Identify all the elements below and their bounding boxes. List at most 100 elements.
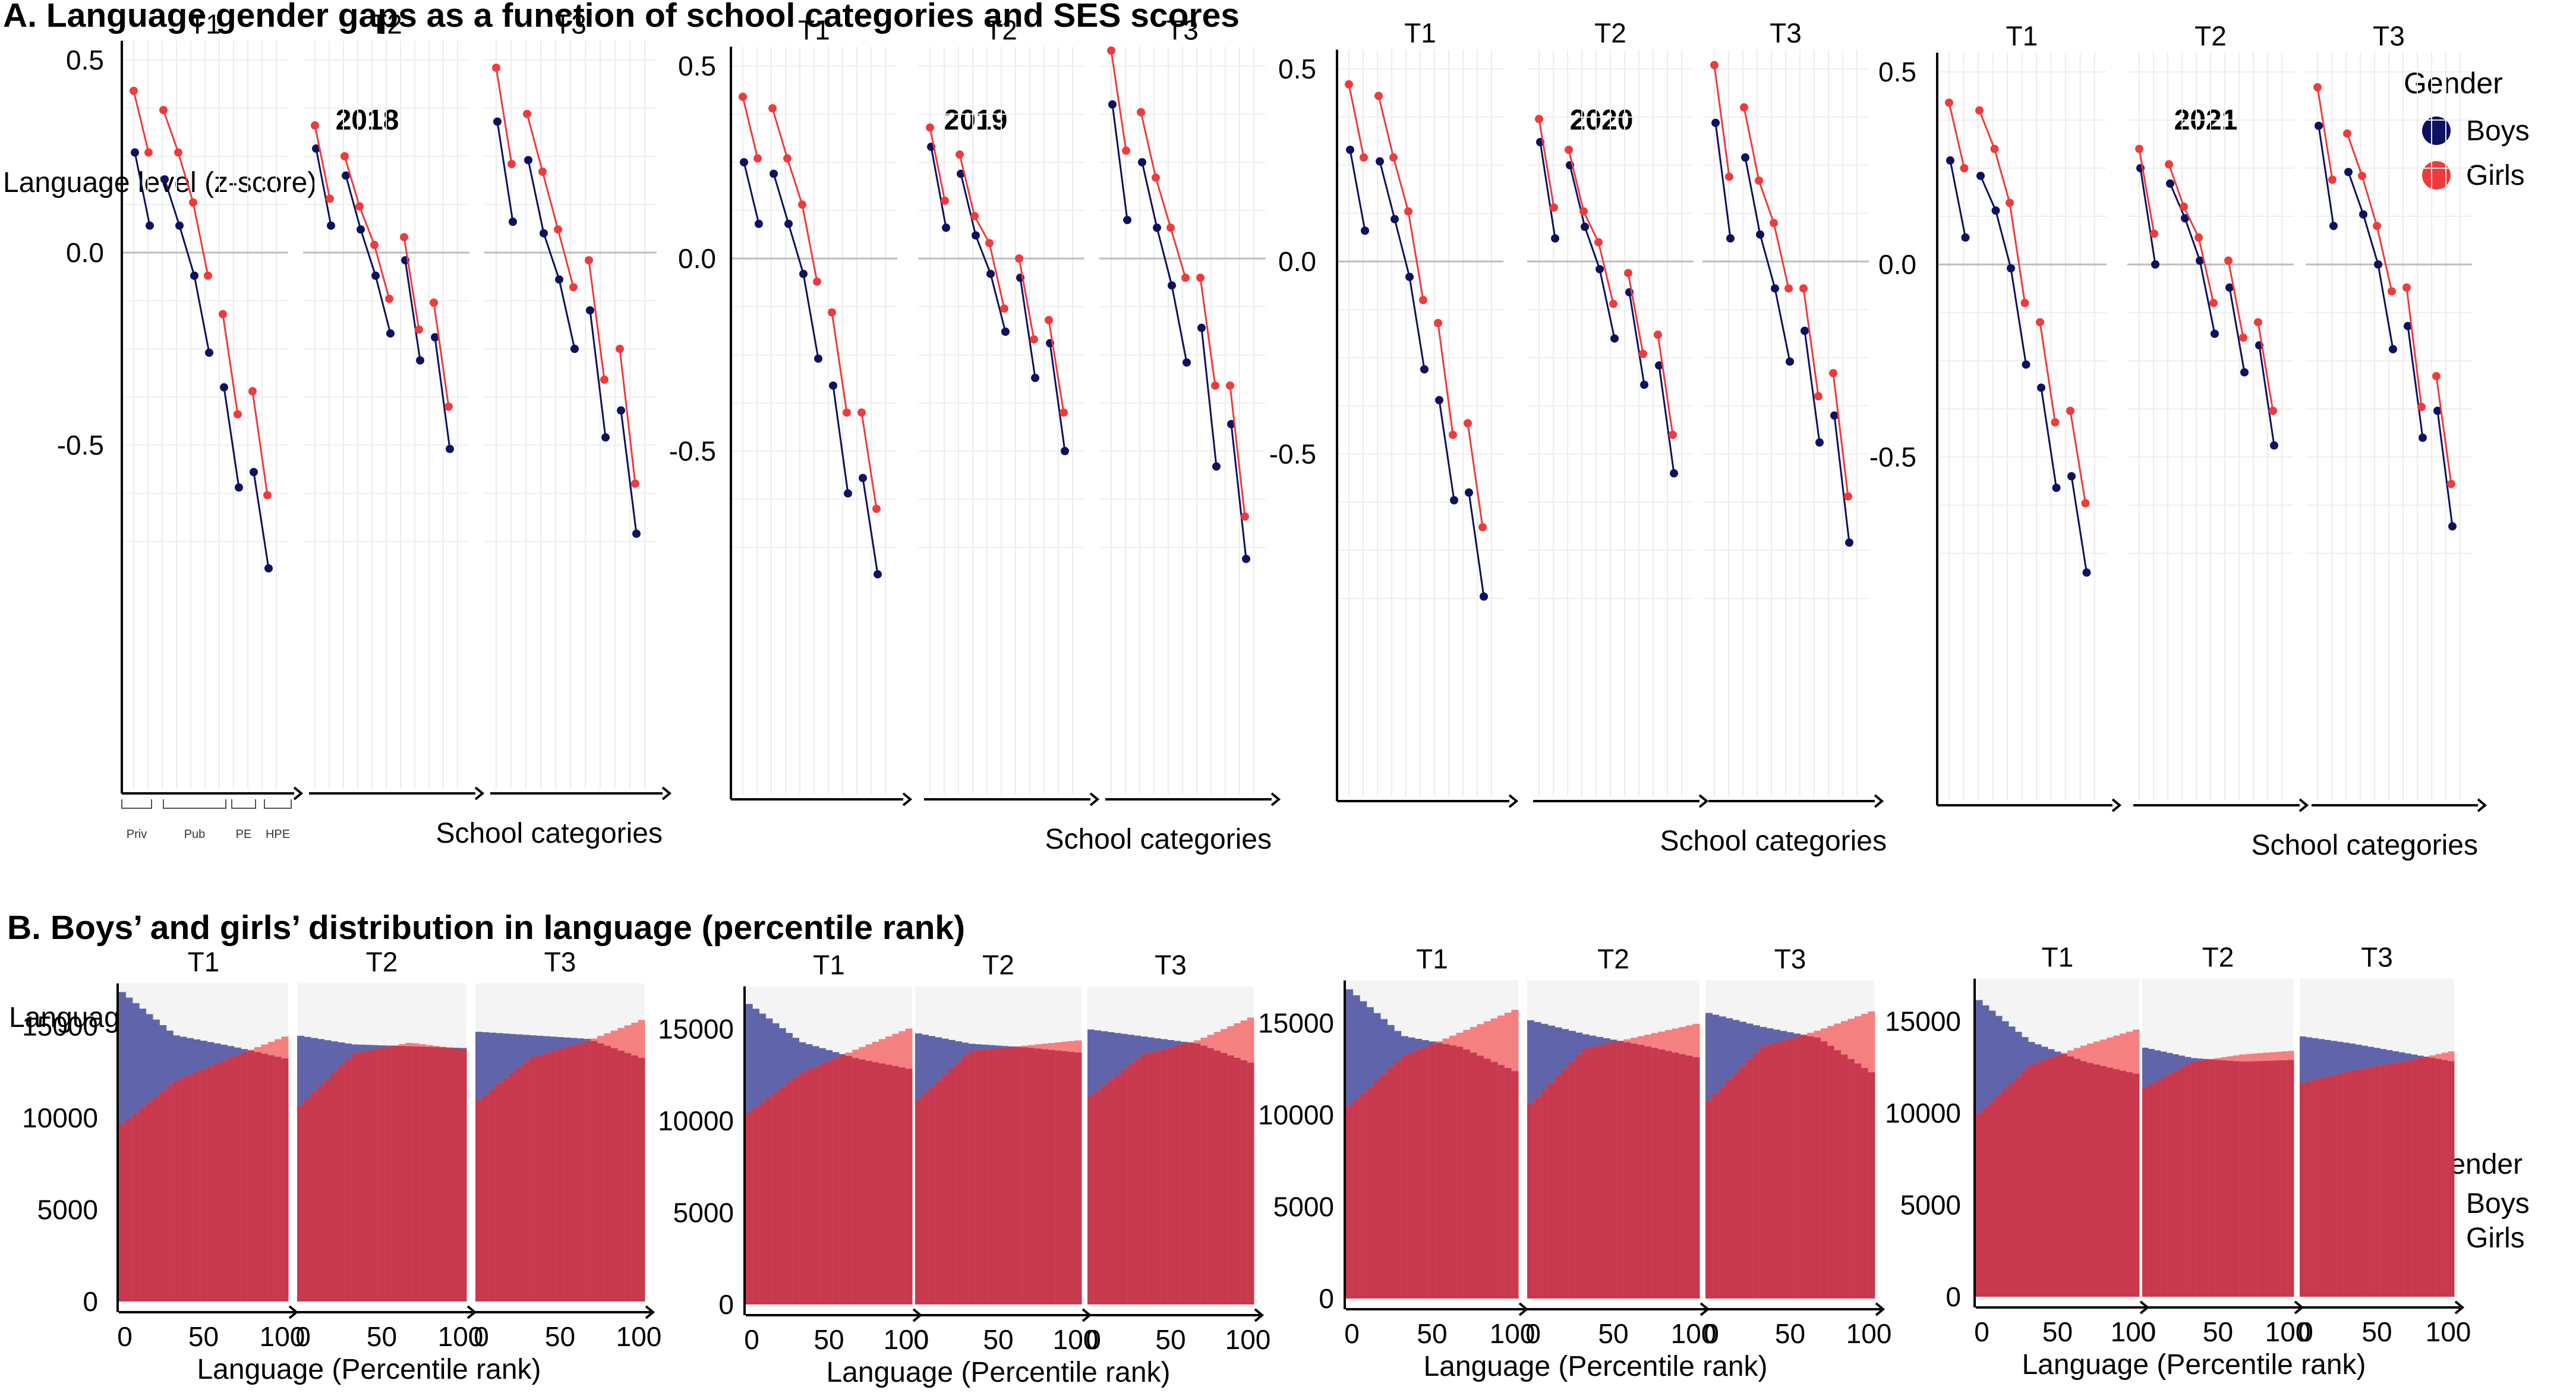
data-point-girls <box>1419 295 1427 304</box>
series-line-girls <box>2227 260 2244 338</box>
histogram-bar-overlap <box>982 1050 989 1304</box>
facet-T2: T2 <box>1527 18 1709 808</box>
histogram-bar-overlap <box>2448 1061 2455 1297</box>
histogram-bar-overlap <box>522 1061 530 1302</box>
histogram-bar-overlap <box>453 1048 461 1302</box>
y-tick-label: 5000 <box>37 1195 98 1225</box>
histogram-bar-overlap <box>1490 1061 1498 1299</box>
series-line-boys <box>1049 343 1066 452</box>
histogram-bar-overlap <box>2080 1061 2088 1297</box>
histogram-bar-overlap <box>1200 1045 1208 1304</box>
histogram-bar-overlap <box>1449 1045 1457 1299</box>
x-axis-label: Language (Percentile rank) <box>1423 1351 1767 1382</box>
histogram-bar-overlap <box>1121 1069 1128 1304</box>
chart-title: 2019 <box>944 105 1008 136</box>
y-tick-label: -0.5 <box>57 430 104 461</box>
histogram-bar-overlap <box>2373 1066 2380 1297</box>
data-point-boys <box>2196 256 2204 265</box>
data-point-girls <box>1166 223 1175 232</box>
histogram-bar-overlap <box>365 1051 372 1302</box>
data-point-girls <box>2373 222 2381 231</box>
histogram-bar-overlap <box>1394 1061 1402 1299</box>
line-chart-2018: 2018 0.5 0.0 -0.5 T1 T2 T3 School categories Pri… <box>57 9 672 849</box>
data-point-boys <box>1465 488 1473 497</box>
histogram-bar-overlap <box>928 1087 936 1304</box>
data-point-girls <box>340 152 349 160</box>
data-point-boys <box>1596 264 1604 273</box>
data-point-boys <box>1815 438 1824 447</box>
histogram-bar-overlap <box>119 1124 126 1302</box>
data-point-girls <box>1669 430 1677 439</box>
data-point-girls <box>1755 176 1763 185</box>
series-line-boys <box>1949 160 1966 238</box>
data-point-girls <box>159 106 168 115</box>
x-tick-label: 100 <box>1225 1324 1271 1355</box>
x-tick-label: 0 <box>1525 1318 1541 1349</box>
histogram-bar-overlap <box>2233 1061 2240 1297</box>
histogram-bar-overlap <box>792 1077 800 1304</box>
facet-T3: T3 0 50 100 <box>1086 950 1270 1355</box>
histogram-bar-overlap <box>516 1067 524 1302</box>
histogram-bar-overlap <box>2209 1059 2215 1297</box>
histogram-bar-overlap <box>509 1073 516 1302</box>
histogram-bar-overlap <box>885 1064 893 1304</box>
data-point-boys <box>1786 357 1794 366</box>
x-tick-label: 0 <box>2298 1316 2313 1347</box>
x-tick-label: 50 <box>1598 1318 1628 1349</box>
histogram-bar-overlap <box>2251 1061 2258 1297</box>
data-point-boys <box>2082 568 2091 577</box>
data-point-boys <box>617 406 625 415</box>
data-point-girls <box>1478 523 1487 532</box>
histogram-bar-overlap <box>1807 1036 1814 1299</box>
series-line-girls <box>2069 410 2086 504</box>
data-point-boys <box>2225 283 2234 292</box>
x-tick-label: 0 <box>117 1321 133 1352</box>
data-point-boys <box>312 144 320 153</box>
histogram-bar-overlap <box>2160 1077 2167 1297</box>
data-point-boys <box>2022 360 2030 369</box>
histogram-bar-overlap <box>399 1046 406 1302</box>
data-point-boys <box>416 356 424 365</box>
data-point-girls <box>1434 319 1442 327</box>
data-point-girls <box>144 148 153 157</box>
data-point-boys <box>1361 226 1369 235</box>
facet-T2: T2 0 50 100 <box>1525 944 1716 1349</box>
histogram-bar-overlap <box>1982 1107 1989 1297</box>
facet-T1: T1 <box>1937 21 2122 812</box>
series-line-boys <box>743 162 760 225</box>
histogram-bar-overlap <box>1140 1054 1148 1304</box>
series-line-boys <box>2228 287 2246 373</box>
series-line-girls <box>1832 373 1849 497</box>
facet-label: T2 <box>366 947 398 978</box>
histogram-bar-overlap <box>563 1047 571 1302</box>
series-line-boys <box>253 472 270 569</box>
facet-T3: T3 0 50 100 <box>1704 944 1891 1349</box>
histogram-bar-overlap <box>1766 1044 1774 1299</box>
histogram-bar-overlap <box>1834 1050 1842 1299</box>
x-tick-label: 0 <box>474 1321 489 1352</box>
series-line-girls <box>771 108 818 282</box>
data-point-boys <box>1655 361 1663 370</box>
histogram-bar-overlap <box>1705 1100 1713 1299</box>
data-point-boys <box>2315 121 2323 130</box>
series-line-girls <box>162 109 209 276</box>
data-point-boys <box>972 231 980 240</box>
histogram-bar-overlap <box>125 1118 133 1302</box>
histogram-bar-overlap <box>2184 1064 2192 1297</box>
data-point-girls <box>569 283 578 292</box>
y-tick-label: 15000 <box>22 1011 98 1042</box>
data-point-boys <box>1830 411 1839 420</box>
series-line-boys <box>2347 171 2394 349</box>
histogram-bar-overlap <box>556 1049 564 1302</box>
histogram-bar-overlap <box>1087 1096 1095 1304</box>
series-line-girls <box>2039 322 2056 423</box>
histogram-bar-overlap <box>1061 1051 1069 1304</box>
histogram-bar-overlap <box>234 1055 241 1302</box>
histogram-bar-overlap <box>1456 1047 1464 1299</box>
histogram-bar-overlap <box>941 1074 949 1304</box>
histogram-bar-overlap <box>2142 1088 2149 1297</box>
histogram-bar-overlap <box>1665 1051 1673 1299</box>
histogram-bar-overlap <box>1582 1048 1590 1299</box>
facet-label: T2 <box>985 15 1017 46</box>
